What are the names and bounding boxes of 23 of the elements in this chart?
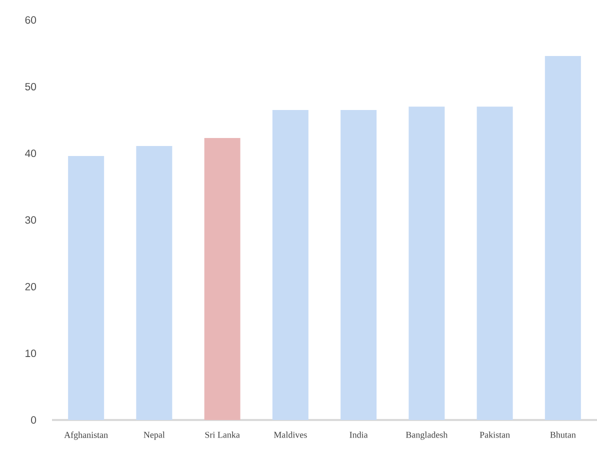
bar bbox=[544, 56, 581, 420]
y-tick-label: 10 bbox=[26, 350, 36, 358]
bar bbox=[340, 110, 377, 420]
x-tick-label: Pakistan bbox=[480, 432, 510, 438]
y-tick-label: 60 bbox=[25, 16, 36, 24]
y-tick-label: 20 bbox=[25, 282, 36, 290]
x-tick-label: Bangladesh bbox=[406, 432, 448, 440]
y-tick-label: 0 bbox=[31, 416, 36, 424]
x-tick-label: Sri Lanka bbox=[205, 432, 240, 438]
bar bbox=[408, 106, 445, 420]
bar bbox=[272, 110, 308, 420]
x-tick-label: Bhutan bbox=[550, 432, 576, 438]
x-tick-label: Afghanistan bbox=[64, 432, 108, 440]
y-tick-label: 30 bbox=[25, 216, 36, 224]
x-tick-label: Nepal bbox=[144, 432, 165, 440]
bar bbox=[476, 106, 513, 420]
bar bbox=[136, 146, 172, 420]
bar bbox=[68, 156, 104, 420]
y-tick-label: 40 bbox=[25, 150, 36, 158]
x-tick-label: Maldives bbox=[274, 432, 307, 438]
y-tick-label: 50 bbox=[25, 82, 36, 90]
x-tick-label: India bbox=[350, 432, 368, 438]
bar bbox=[204, 138, 240, 420]
